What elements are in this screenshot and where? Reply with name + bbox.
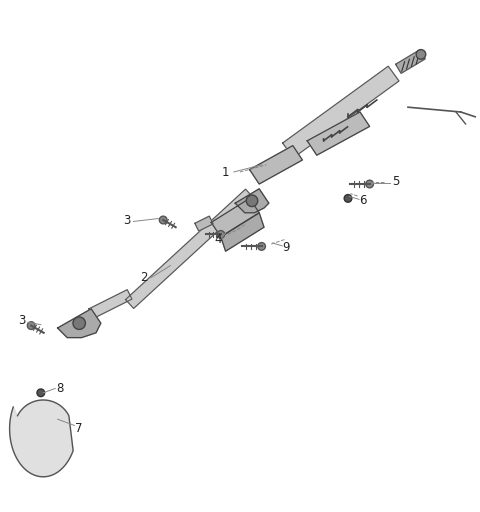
Text: 2: 2	[140, 271, 148, 284]
Text: 4: 4	[215, 232, 222, 246]
Circle shape	[37, 389, 45, 397]
Circle shape	[73, 317, 85, 329]
Circle shape	[159, 216, 167, 224]
Text: 9: 9	[282, 241, 289, 254]
Polygon shape	[126, 189, 253, 308]
Text: 8: 8	[56, 381, 64, 395]
Circle shape	[217, 230, 225, 238]
Polygon shape	[250, 145, 302, 184]
Polygon shape	[307, 112, 370, 155]
Circle shape	[344, 195, 352, 202]
Polygon shape	[89, 290, 132, 318]
Text: 1: 1	[222, 165, 229, 179]
Polygon shape	[396, 50, 425, 73]
Text: 3: 3	[18, 314, 25, 327]
Polygon shape	[58, 309, 101, 337]
Text: 3: 3	[123, 214, 131, 226]
Polygon shape	[195, 216, 213, 231]
Circle shape	[416, 50, 426, 59]
Polygon shape	[235, 189, 269, 213]
Circle shape	[258, 243, 265, 250]
Circle shape	[246, 195, 258, 206]
Polygon shape	[283, 66, 399, 158]
Polygon shape	[221, 213, 264, 251]
Text: 6: 6	[359, 194, 366, 207]
Polygon shape	[10, 400, 73, 477]
Text: 7: 7	[75, 422, 83, 435]
Circle shape	[27, 322, 35, 329]
Text: 5: 5	[392, 175, 400, 188]
Polygon shape	[211, 198, 259, 237]
Circle shape	[366, 180, 373, 188]
